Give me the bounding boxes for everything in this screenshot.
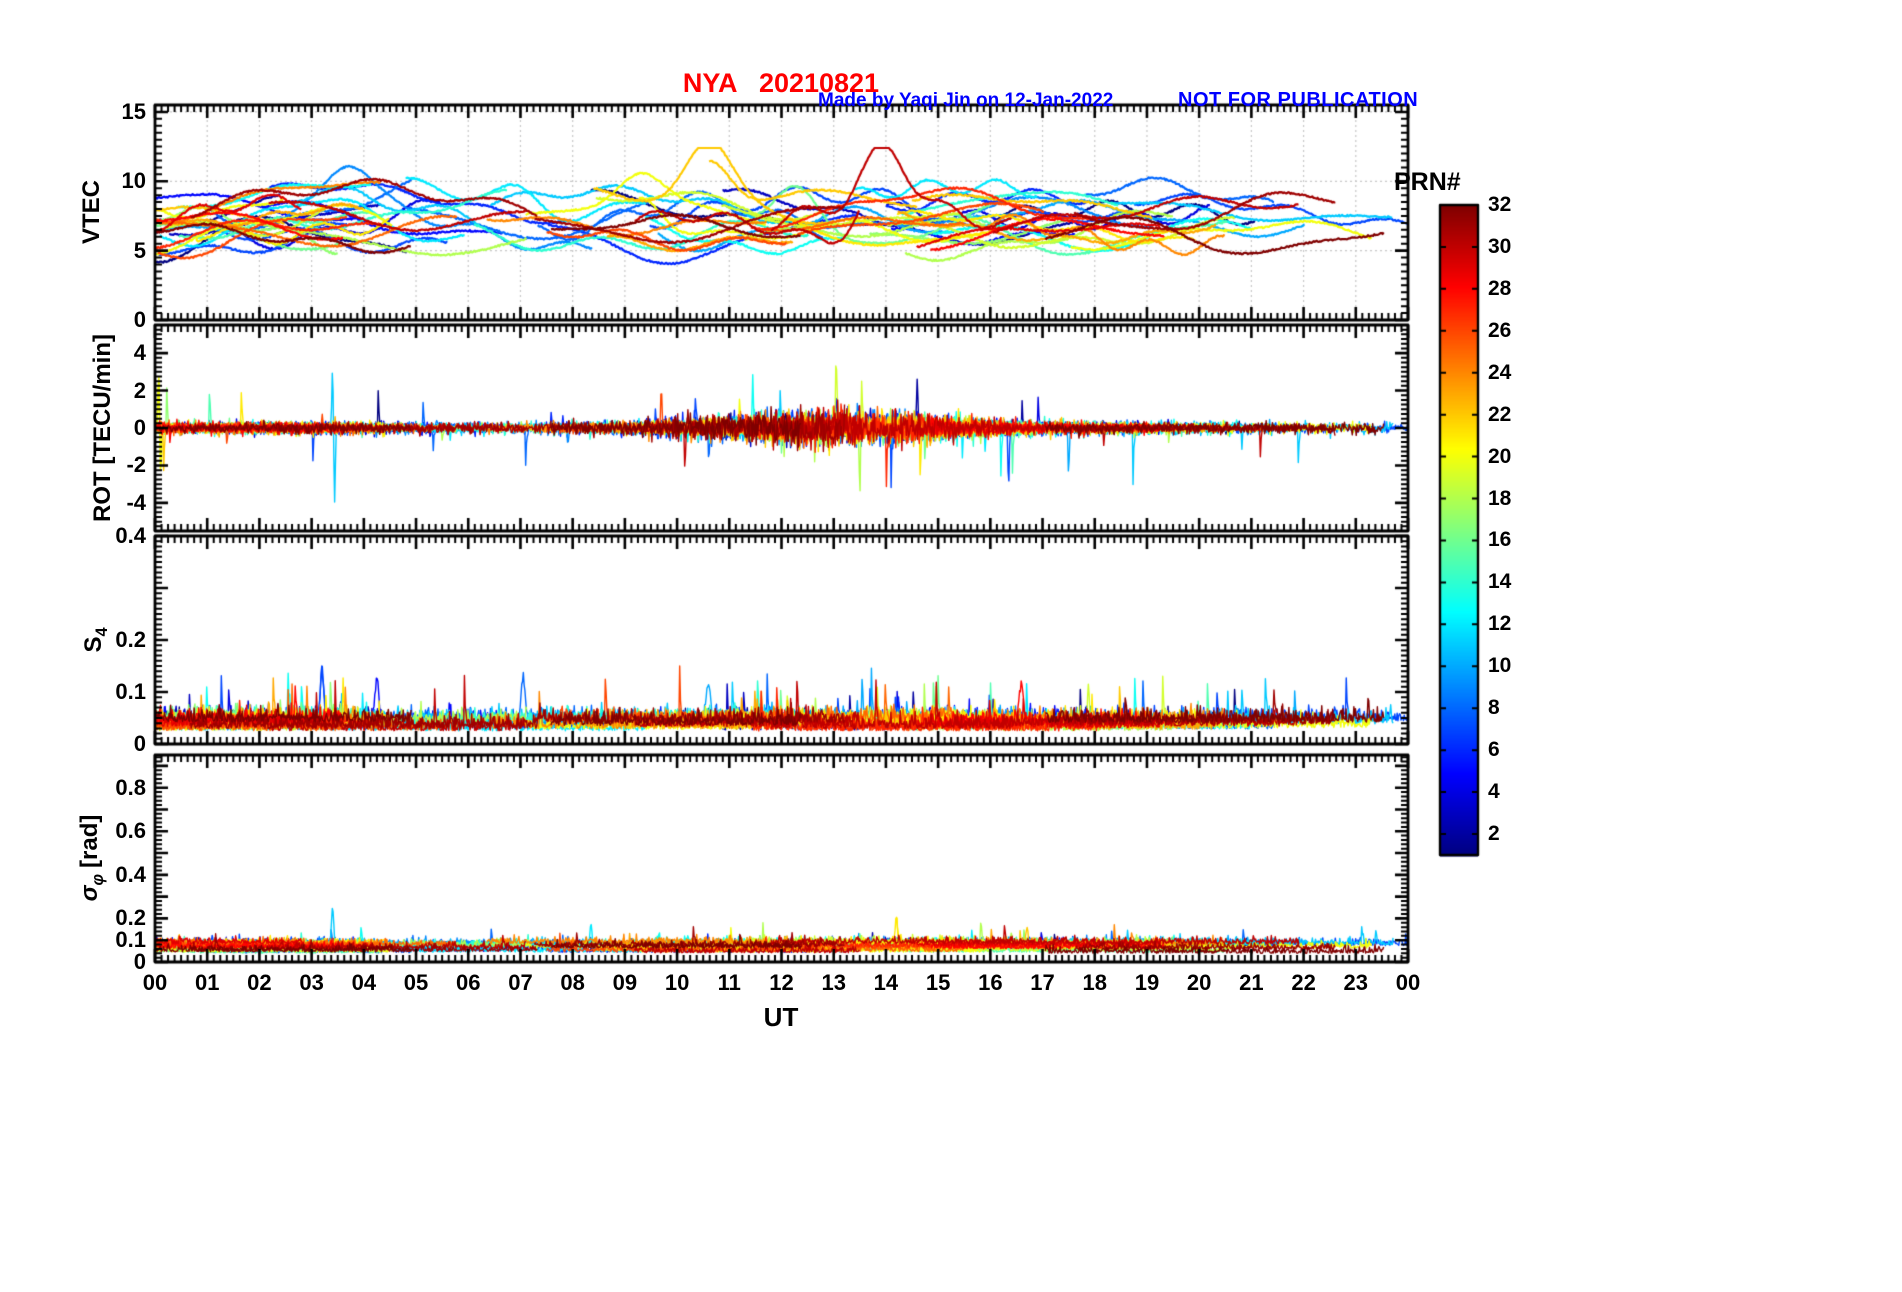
- s4-label-base: S: [80, 636, 108, 653]
- colorbar-tick-label: 32: [1488, 193, 1512, 216]
- colorbar-tick-label: 24: [1488, 360, 1512, 384]
- colorbar-title: PRN#: [1394, 168, 1461, 196]
- colorbar-tick-label: 16: [1488, 528, 1512, 552]
- s4-axis-label: S4: [80, 627, 112, 652]
- vtec-y-tick-label: 15: [121, 98, 146, 124]
- vtec-axis-label: VTEC: [78, 179, 105, 245]
- sigma-phi-y-tick-label: 0.8: [115, 774, 146, 800]
- publication-notice: NOT FOR PUBLICATION: [1178, 89, 1419, 111]
- x-tick-label: 00: [1395, 970, 1421, 995]
- x-tick-label: 16: [978, 970, 1003, 995]
- colorbar-tick-label: 22: [1488, 402, 1512, 426]
- x-tick-label: 23: [1343, 970, 1369, 995]
- x-tick-label: 06: [456, 970, 481, 995]
- rot-y-tick-label: 4: [133, 340, 146, 366]
- colorbar-tick-label: 20: [1488, 444, 1512, 468]
- colorbar-tick-label: 28: [1488, 276, 1512, 300]
- s4-label-subscript: 4: [92, 627, 111, 637]
- colorbar-tick-label: 6: [1488, 738, 1500, 762]
- rot-axis-label: ROT [TECU/min]: [89, 334, 116, 522]
- x-tick-label: 02: [247, 970, 272, 995]
- s4-y-tick-label: 0.1: [115, 679, 146, 704]
- s4-y-tick-label: 0: [133, 731, 146, 756]
- sigma-label: σ: [76, 885, 104, 902]
- x-tick-label: 20: [1186, 970, 1212, 995]
- colorbar-tick-label: 12: [1488, 612, 1512, 636]
- s4-y-tick-label: 0.2: [115, 627, 146, 652]
- credit-text: Made by Yaqi Jin on 12-Jan-2022: [818, 90, 1114, 111]
- colorbar-tick-label: 4: [1488, 780, 1500, 804]
- sigma-phi-y-tick-label: 0.6: [115, 818, 146, 844]
- x-tick-label: 03: [299, 970, 324, 995]
- x-tick-label: 22: [1291, 970, 1316, 995]
- rad-unit-label: [rad]: [76, 814, 104, 868]
- x-tick-label: 04: [351, 970, 377, 995]
- sigma-phi-y-tick-label: 0.1: [115, 927, 146, 953]
- s4-y-tick-label: 0.4: [115, 523, 146, 548]
- rot-y-tick-label: 0: [133, 415, 146, 440]
- vtec-y-tick-label: 10: [121, 168, 146, 194]
- x-tick-label: 18: [1082, 970, 1107, 995]
- x-tick-label: 19: [1134, 970, 1160, 995]
- x-tick-label: 14: [873, 970, 899, 995]
- x-tick-label: 15: [925, 970, 951, 995]
- colorbar-tick-label: 14: [1488, 570, 1512, 594]
- x-tick-label: 05: [403, 970, 429, 995]
- x-tick-label: 00: [142, 970, 168, 995]
- x-tick-label: 07: [508, 970, 533, 995]
- ut-axis-label: UT: [763, 1002, 799, 1032]
- x-tick-label: 08: [560, 970, 585, 995]
- x-tick-label: 21: [1239, 970, 1264, 995]
- x-tick-label: 01: [194, 970, 220, 995]
- colorbar-tick-label: 18: [1488, 486, 1512, 510]
- sigma-phi-y-tick-label: 0.2: [115, 905, 146, 931]
- colorbar-tick-label: 8: [1488, 696, 1500, 720]
- sigma-phi-axis-label: σφ [rad]: [76, 815, 108, 902]
- sigma-phi-y-tick-label: 0.4: [115, 861, 146, 887]
- x-tick-label: 13: [821, 970, 846, 995]
- colorbar-tick-label: 30: [1488, 234, 1512, 258]
- x-tick-label: 17: [1030, 970, 1055, 995]
- x-tick-label: 12: [769, 970, 794, 995]
- phi-label-subscript: φ: [88, 873, 107, 886]
- rot-y-tick-label: -4: [126, 489, 146, 515]
- colorbar-tick-label: 2: [1488, 822, 1500, 846]
- x-tick-label: 11: [717, 970, 741, 995]
- rot-y-tick-label: -2: [126, 452, 146, 478]
- x-tick-label: 09: [612, 970, 638, 995]
- x-tick-label: 10: [664, 970, 690, 995]
- vtec-y-tick-label: 5: [133, 237, 146, 263]
- colorbar-tick-label: 10: [1488, 654, 1512, 678]
- colorbar-tick-label: 26: [1488, 318, 1512, 342]
- vtec-y-tick-label: 0: [133, 307, 146, 332]
- sigma-phi-y-tick-label: 0: [133, 949, 146, 974]
- rot-y-tick-label: 2: [133, 377, 146, 403]
- plot-title: NYA 20210821: [682, 68, 880, 98]
